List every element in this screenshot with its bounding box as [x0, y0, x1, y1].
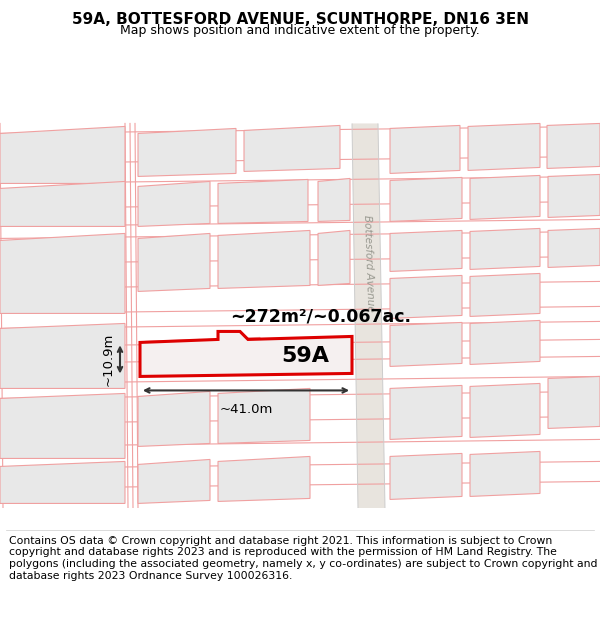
Polygon shape [470, 274, 540, 316]
Text: Bottesford Avenue: Bottesford Avenue [362, 215, 376, 312]
Polygon shape [548, 376, 600, 428]
Text: ~10.9m: ~10.9m [102, 332, 115, 386]
Polygon shape [390, 322, 462, 366]
Polygon shape [548, 174, 600, 218]
Text: Map shows position and indicative extent of the property.: Map shows position and indicative extent… [120, 24, 480, 36]
Polygon shape [138, 233, 210, 291]
Text: ~272m²/~0.067ac.: ~272m²/~0.067ac. [230, 308, 411, 326]
Polygon shape [390, 126, 460, 173]
Polygon shape [468, 124, 540, 171]
Text: 59A, BOTTESFORD AVENUE, SCUNTHORPE, DN16 3EN: 59A, BOTTESFORD AVENUE, SCUNTHORPE, DN16… [71, 12, 529, 27]
Polygon shape [0, 181, 125, 226]
Polygon shape [208, 338, 260, 371]
Polygon shape [0, 233, 125, 314]
Polygon shape [390, 177, 462, 221]
Polygon shape [352, 124, 385, 508]
Polygon shape [470, 176, 540, 219]
Polygon shape [218, 179, 308, 223]
Polygon shape [218, 456, 310, 501]
Polygon shape [470, 321, 540, 364]
Polygon shape [244, 126, 340, 171]
Polygon shape [390, 386, 462, 439]
Polygon shape [390, 453, 462, 499]
Polygon shape [138, 129, 236, 176]
Polygon shape [0, 394, 125, 458]
Polygon shape [318, 231, 350, 286]
Polygon shape [0, 324, 125, 388]
Polygon shape [218, 388, 310, 443]
Polygon shape [547, 124, 600, 168]
Text: Contains OS data © Crown copyright and database right 2021. This information is : Contains OS data © Crown copyright and d… [9, 536, 598, 581]
Text: ~41.0m: ~41.0m [220, 404, 272, 416]
Polygon shape [145, 339, 200, 373]
Polygon shape [0, 461, 125, 503]
Polygon shape [138, 181, 210, 226]
Polygon shape [470, 228, 540, 269]
Text: 59A: 59A [281, 346, 329, 366]
Polygon shape [138, 459, 210, 503]
Polygon shape [140, 331, 352, 376]
Polygon shape [318, 179, 350, 221]
Polygon shape [548, 228, 600, 268]
Polygon shape [218, 231, 310, 289]
Polygon shape [470, 451, 540, 496]
Polygon shape [138, 391, 210, 446]
Polygon shape [470, 383, 540, 438]
Polygon shape [390, 231, 462, 271]
Polygon shape [0, 126, 125, 184]
Polygon shape [390, 276, 462, 318]
